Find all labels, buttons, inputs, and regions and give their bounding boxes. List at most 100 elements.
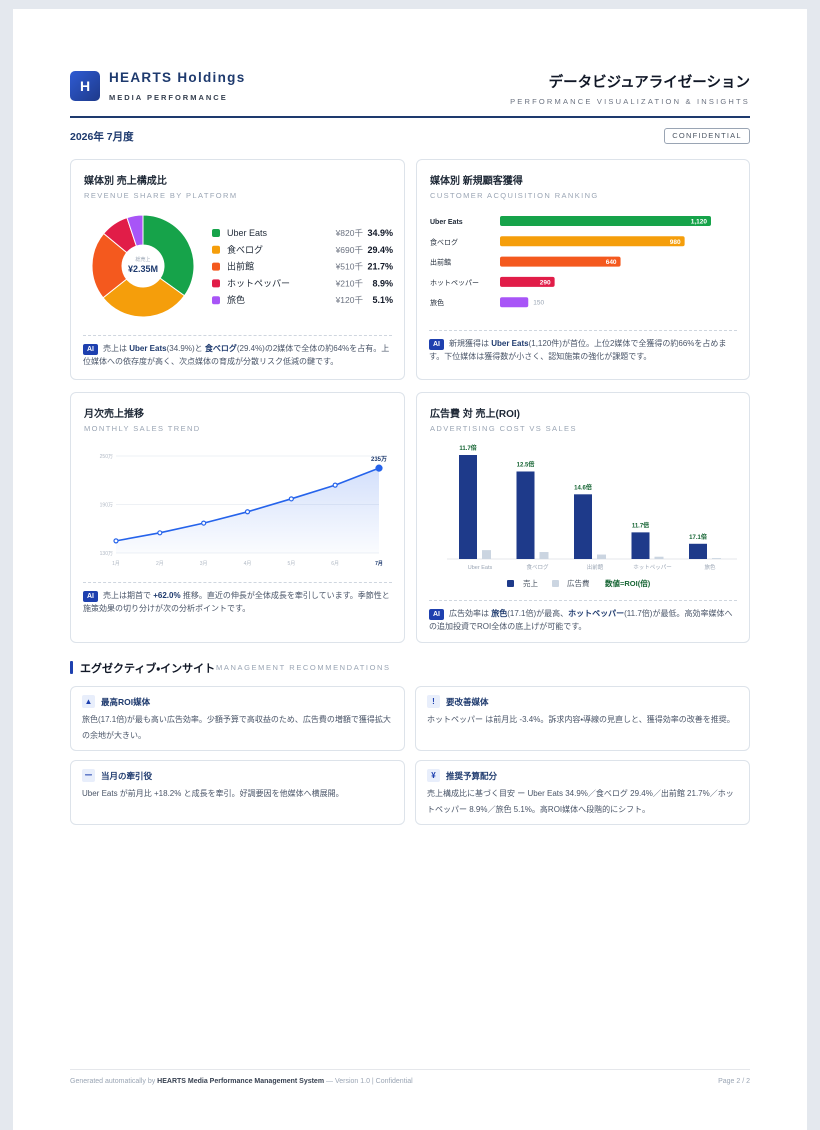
note-text: (17.1倍)が最高、 (507, 609, 569, 618)
legend-label: ホットペッパー (227, 278, 290, 288)
ai-note: AI 新規獲得は Uber Eats(1,120件)が首位。上位2媒体で全獲得の約… (429, 330, 737, 363)
chart-card: 月次売上推移 MONTHLY SALES TREND 130万 190万 250万 1月 2… (70, 392, 405, 643)
note-text: (34.9%)と (166, 344, 205, 353)
header-rule (70, 116, 750, 118)
bar (500, 256, 621, 267)
note-text: 食べログ (204, 344, 237, 353)
roi-legend: 数値=ROI(倍) (605, 578, 651, 588)
x-tick-label: Uber Eats (468, 565, 493, 571)
bar (574, 494, 592, 559)
note-text: Uber Eats (129, 344, 167, 353)
note-text: 推移。直近の伸長が全体成長を牽引しています。季節性と施策効果の切り分けが次の分析… (83, 591, 390, 613)
insight-card: ! 要改善媒体 ホットペッパー は前月比 -3.4%。訴求内容・導線の見直しと、獲得… (415, 686, 750, 751)
legend-label: 旅色 (227, 294, 245, 305)
insight-card: ¥ 推奨予算配分 売上構成比に基づく目安 ー Uber Eats 34.9%／食べロ… (415, 760, 750, 825)
chart: Uber Eats 1,120 食べログ 980 出前館 640 ホットペッパー 290 旅色 1… (430, 216, 711, 308)
insight-body: Uber Eats が前月比 +18.2% と成長を牽引。好調要因を他媒体へ横展… (82, 789, 344, 798)
amount-label: ¥510千 (335, 262, 364, 272)
bar (500, 216, 711, 226)
donut-segment (102, 277, 186, 318)
insight-title: 最高ROI媒体 (101, 697, 151, 707)
insight-title: 推奨予算配分 (446, 771, 498, 781)
percent-label: 5.1% (372, 295, 393, 305)
chart-card: 媒体別 新規顧客獲得 CUSTOMER ACQUISITION RANKING Ub… (416, 159, 750, 380)
bar-value: 290 (540, 279, 551, 286)
note-text: 売上は (103, 344, 130, 353)
footer-part: HEARTS Media Performance Management Syst… (157, 1078, 325, 1085)
point-label: 235万 (371, 456, 387, 463)
bar (500, 276, 555, 287)
amount-label: ¥690千 (335, 245, 364, 255)
ai-badge: AI (83, 344, 98, 355)
bar (597, 554, 606, 559)
bar (459, 455, 477, 559)
chart-card: 媒体別 売上構成比 REVENUE SHARE BY PLATFORM Uber E… (70, 159, 405, 380)
legend-label: Uber Eats (227, 228, 268, 238)
note-text: (11.7倍)が最低。高効率媒体への追加投資でROI全体の底上げが可能です。 (429, 609, 733, 631)
insight-title: 当月の牽引役 (101, 771, 153, 781)
card-subtitle: REVENUE SHARE BY PLATFORM (84, 191, 238, 200)
legend-swatch (212, 279, 220, 288)
legend-swatch (212, 245, 220, 254)
bar (689, 543, 707, 559)
ai-badge: AI (429, 339, 444, 350)
footer-part: Generated automatically by (70, 1078, 158, 1085)
point (375, 464, 383, 472)
donut-segment (142, 214, 195, 297)
card-subtitle: MONTHLY SALES TREND (84, 424, 201, 433)
x-tick-label: 5月 (287, 561, 295, 567)
bar-label: Uber Eats (430, 219, 463, 226)
percent-label: 29.4% (367, 245, 393, 255)
legend-label: 出前館 (227, 261, 254, 272)
confidential-badge: CONFIDENTIAL (664, 128, 750, 144)
amount-label: ¥120千 (335, 295, 364, 305)
amount-label: ¥210千 (335, 278, 364, 288)
point (332, 482, 338, 488)
note-text: (29.4%)の2媒体で全体の約64%を占有。上位媒体への依存度が高く、次点媒体… (83, 344, 390, 366)
page-subtitle: PERFORMANCE VISUALIZATION & INSIGHTS (510, 97, 750, 106)
bar-value: 1,120 (691, 219, 708, 226)
x-tick-label: 旅色 (704, 563, 716, 571)
division: MEDIA PERFORMANCE (109, 93, 228, 102)
insight-title: 要改善媒体 (446, 697, 489, 707)
note-text: +62.0% (153, 591, 181, 600)
bar (500, 297, 529, 308)
period: 2026年 7月度 (70, 131, 134, 143)
roi-label: 12.5倍 (517, 460, 535, 468)
insight-card: ▲ 最高ROI媒体 旅色(17.1倍)が最も高い広告効率。少額予算で高収益のため、広… (70, 686, 405, 751)
insight-card: ー当月の牽引役 Uber Eats が前月比 +18.2% と成長を牽引。好調要因… (70, 760, 405, 825)
chart: Uber Eats ¥820千 34.9% 食べログ ¥690千 29.4% 出前館 ¥510… (91, 214, 393, 318)
bar-value: 640 (606, 259, 617, 266)
amount-label: ¥820千 (335, 228, 364, 238)
center-value: ¥2.35M (128, 264, 158, 274)
percent-label: 8.9% (372, 278, 393, 288)
bar (631, 532, 650, 559)
ai-badge: AI (83, 591, 98, 602)
ai-note: AI 売上は Uber Eats(34.9%)と 食べログ(29.4%)の2媒体で… (83, 335, 392, 368)
percent-label: 21.7% (367, 262, 393, 272)
note-text: 旅色 (491, 609, 508, 618)
logo: H (70, 71, 100, 101)
legend-label: 売上 (523, 578, 538, 588)
note-text: 売上は期首で (103, 591, 154, 600)
card-title: 月次売上推移 (84, 409, 144, 420)
legend-label: 広告費 (567, 578, 590, 588)
ai-note: AI 売上は期首で +62.0% 推移。直近の伸長が全体成長を牽引しています。季節… (83, 582, 392, 615)
footer-text: Generated automatically by HEARTS Media … (70, 1078, 413, 1085)
x-tick-label: 7月 (375, 560, 383, 567)
x-tick-label: 4月 (244, 561, 252, 567)
section-title: エグゼクティブ・インサイト (80, 663, 216, 675)
chart: 130万 190万 250万 1月 2月 3月 4月 5月 6月 235万 7月 (100, 454, 387, 567)
y-tick-label: 250万 (100, 454, 113, 460)
roi-label: 17.1倍 (689, 533, 707, 541)
x-tick-label: 出前館 (587, 563, 604, 571)
point (288, 496, 294, 502)
bar (516, 471, 535, 559)
card-subtitle: CUSTOMER ACQUISITION RANKING (430, 191, 599, 200)
page-number: Page 2 / 2 (718, 1078, 750, 1085)
insight-icon: ! (427, 695, 440, 708)
insight-icon: ー (82, 769, 95, 782)
note-text: 新規獲得は (449, 339, 492, 348)
legend-swatch (212, 296, 220, 305)
